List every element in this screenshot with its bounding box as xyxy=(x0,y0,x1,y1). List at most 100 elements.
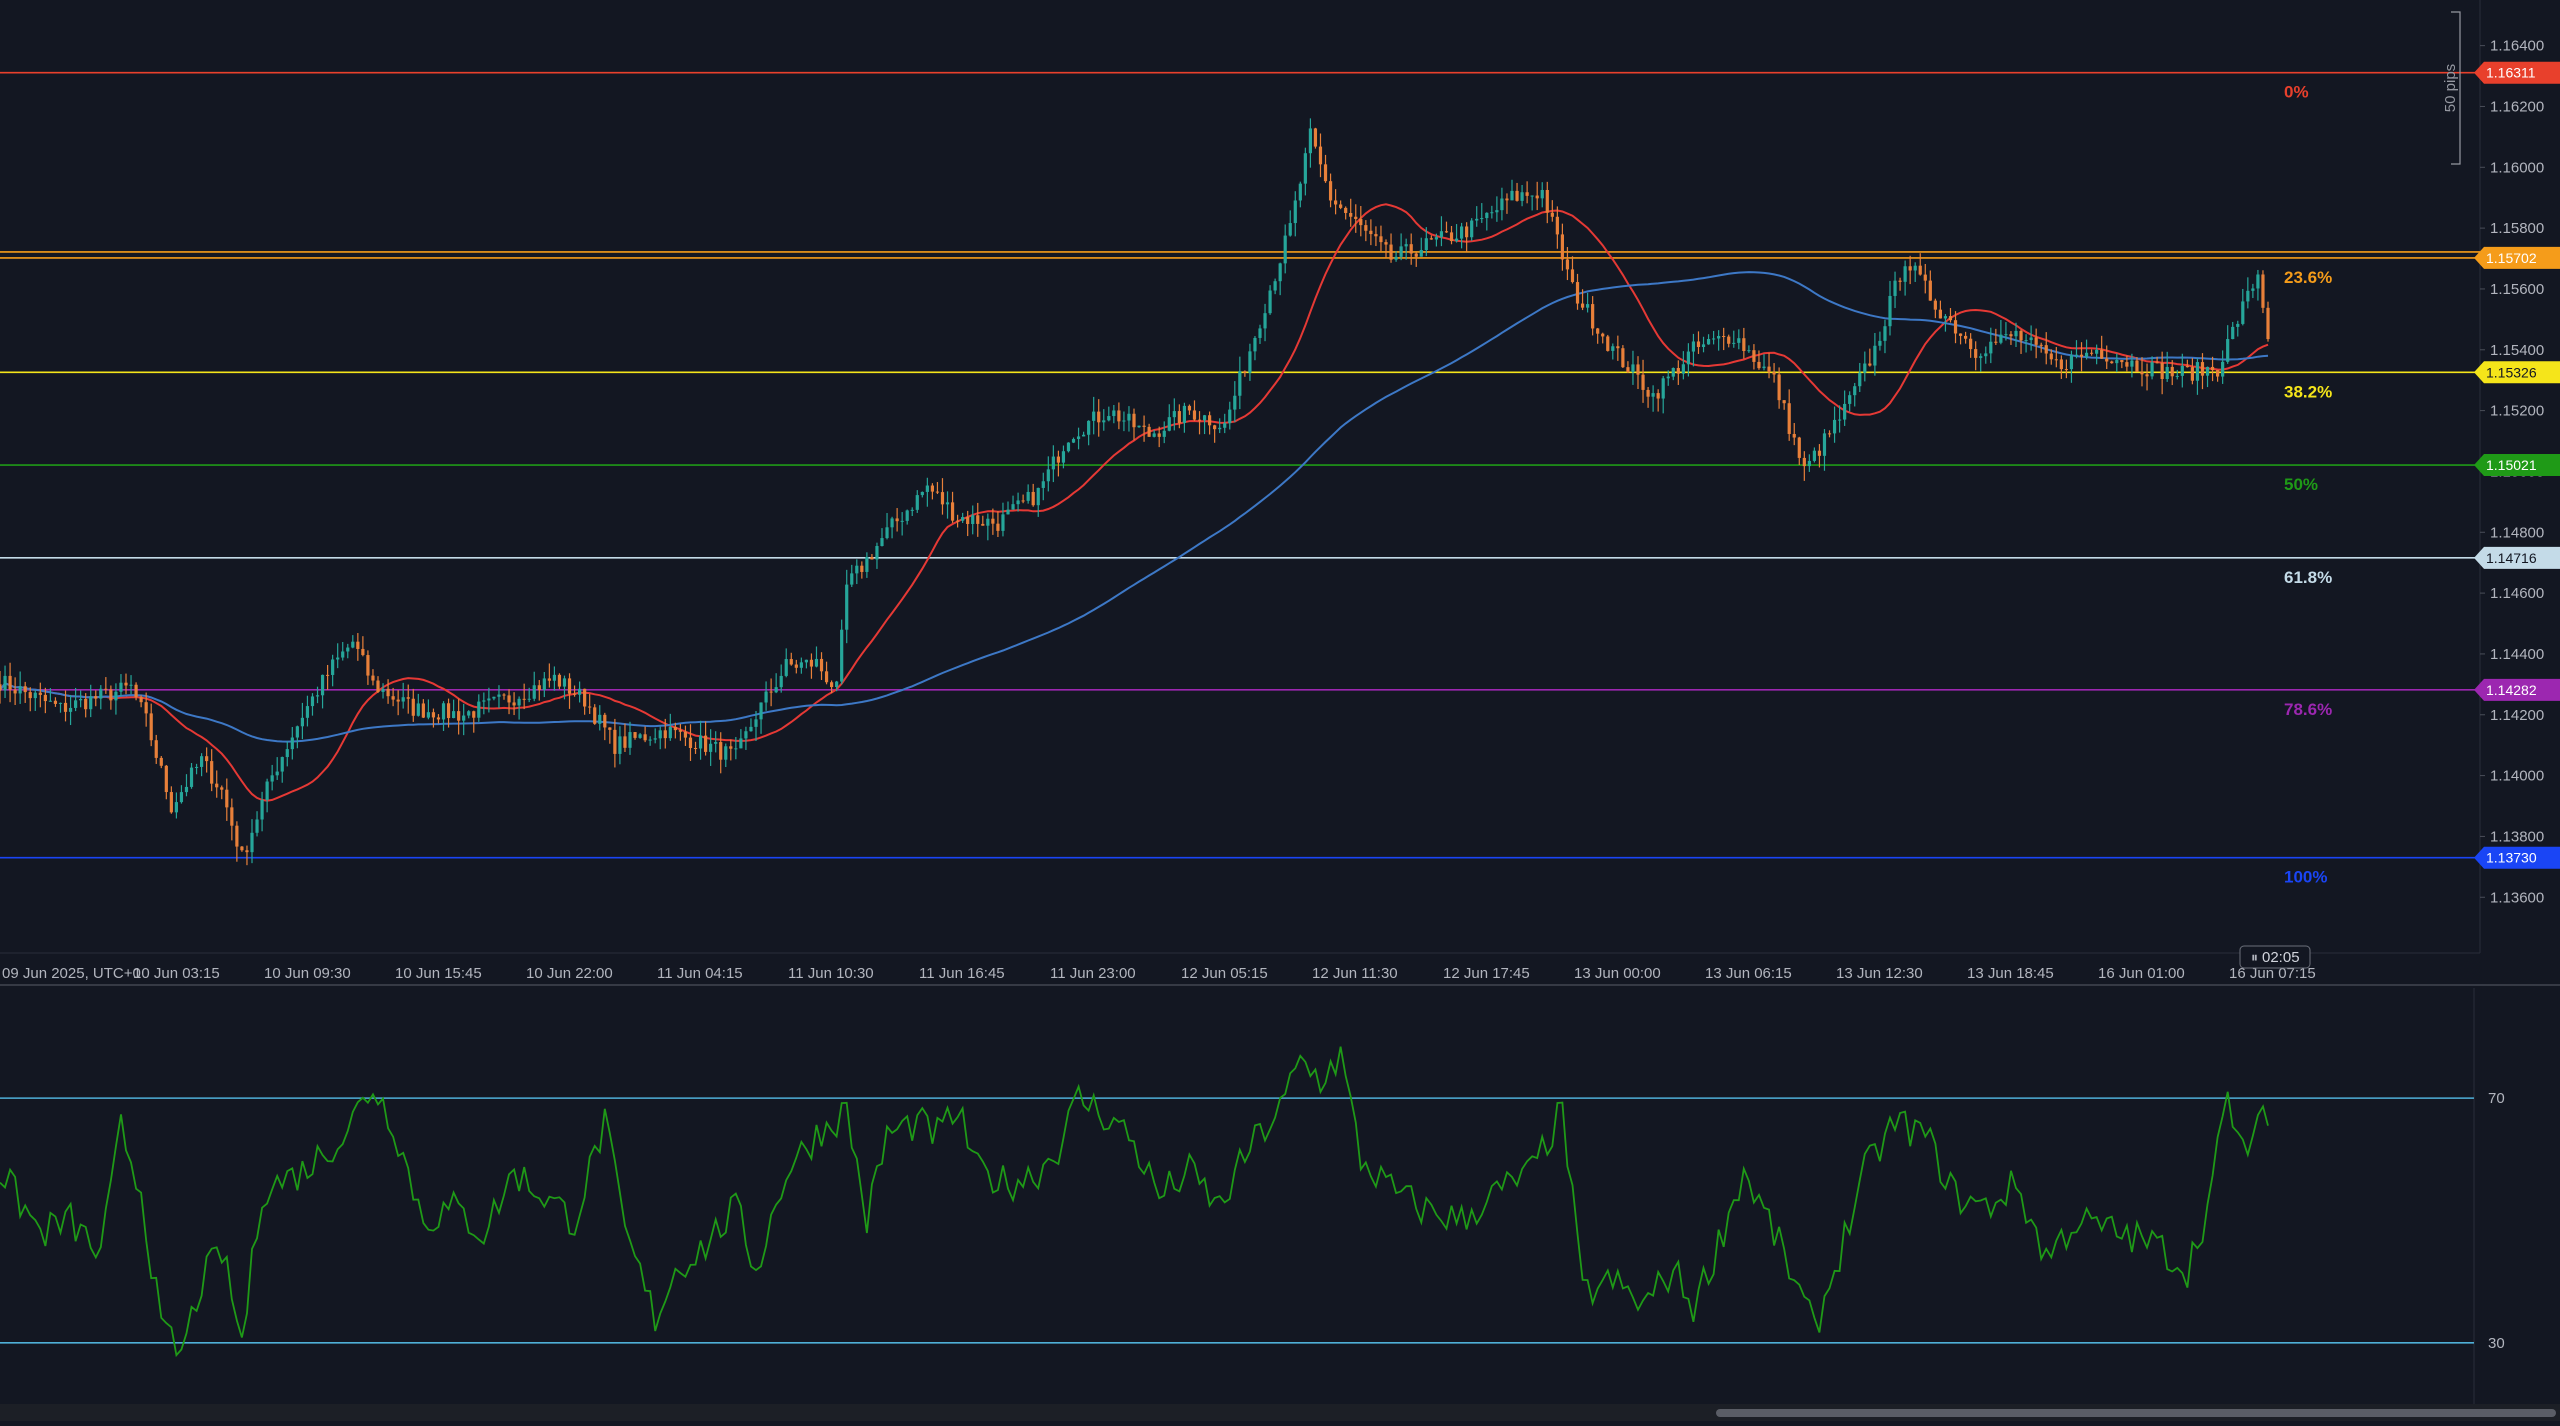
rsi-tick-label: 70 xyxy=(2488,1090,2505,1107)
candle-body xyxy=(240,846,244,851)
fib-price-tag-text: 1.15021 xyxy=(2486,457,2537,473)
candle-body xyxy=(1792,433,1796,438)
candle-body xyxy=(1621,348,1625,368)
candle-body xyxy=(1530,195,1534,197)
candle-body xyxy=(1868,363,1872,366)
candle-body xyxy=(144,702,148,714)
candle-body xyxy=(1218,427,1222,430)
candle-body xyxy=(1213,425,1217,430)
candle-body xyxy=(648,739,652,741)
candle-body xyxy=(1001,514,1005,531)
time-axis-label: 12 Jun 05:15 xyxy=(1181,965,1268,982)
candle-body xyxy=(1278,263,1282,282)
candle-body xyxy=(169,792,173,813)
candle-body xyxy=(608,727,612,730)
candle-body xyxy=(74,700,78,708)
candle-body xyxy=(1706,339,1711,345)
price-tick-label: 1.14800 xyxy=(2490,524,2544,541)
candle-body xyxy=(1127,413,1131,421)
candle-body xyxy=(2241,301,2245,324)
candle-body xyxy=(2130,360,2134,367)
candle-body xyxy=(688,737,693,749)
fib-price-tag-text: 1.13730 xyxy=(2486,850,2537,866)
candle-body xyxy=(270,775,274,782)
candle-body xyxy=(2115,360,2119,364)
scrollbar-thumb[interactable] xyxy=(1716,1409,2556,1417)
fib-price-tag-text: 1.15702 xyxy=(2486,250,2537,266)
candle-body xyxy=(1691,341,1696,352)
candle-body xyxy=(698,735,703,749)
candle-body xyxy=(1021,500,1025,502)
candle-body xyxy=(245,850,249,853)
candle-body xyxy=(265,781,269,800)
candle-body xyxy=(104,688,108,690)
candle-body xyxy=(174,802,178,813)
candle-body xyxy=(2110,361,2114,364)
time-axis-label: 10 Jun 22:00 xyxy=(526,965,613,982)
candle-body xyxy=(925,485,929,492)
candle-body xyxy=(1071,439,1076,443)
candle-body xyxy=(814,658,819,667)
price-axis[interactable]: 1.16400 1.16200 1.16000 1.15800 1.15600 1.154… xyxy=(2474,38,2560,907)
fib-price-tag-bg xyxy=(2474,361,2560,384)
candle-body xyxy=(638,734,642,738)
candle-body xyxy=(310,696,315,707)
candle-body xyxy=(1933,300,1937,310)
candle-body xyxy=(572,693,577,695)
candle-body xyxy=(396,699,400,702)
candle-body xyxy=(1757,361,1761,369)
candle-body xyxy=(1061,451,1066,463)
candle-body xyxy=(1656,393,1660,399)
candle-body xyxy=(885,527,889,539)
candle-body xyxy=(1046,469,1050,482)
candle-body xyxy=(2165,366,2169,380)
candle-body xyxy=(2095,349,2099,354)
candle-body xyxy=(870,556,874,560)
rsi-pane[interactable]: 70 30 xyxy=(0,1046,2505,1358)
fibonacci-retracement[interactable] xyxy=(0,71,2480,859)
candle-body xyxy=(411,698,415,716)
time-axis[interactable]: 09 Jun 2025, UTC+010 Jun 03:15 10 Jun 09:… xyxy=(2,965,2316,982)
candle-body xyxy=(2200,362,2205,376)
candle-body xyxy=(950,502,955,521)
candle-body xyxy=(704,735,708,752)
candle-body xyxy=(1565,259,1570,270)
candle-body xyxy=(1681,364,1685,374)
candle-body xyxy=(910,509,914,511)
candle-body xyxy=(341,651,345,658)
candle-body xyxy=(129,684,133,686)
price-tick-label: 1.14200 xyxy=(2490,707,2544,724)
candle-body xyxy=(1056,456,1060,463)
candle-body xyxy=(1187,405,1192,411)
candle-body xyxy=(99,688,103,699)
candle-body xyxy=(880,538,884,547)
candle-body xyxy=(1732,342,1736,344)
candle-body xyxy=(2009,334,2013,337)
candle-body xyxy=(1288,223,1292,236)
candle-body xyxy=(1293,200,1297,224)
candle-body xyxy=(2140,371,2144,375)
candle-body xyxy=(1686,351,1690,365)
candle-body xyxy=(1167,417,1171,431)
candle-body xyxy=(1268,290,1272,314)
candle-body xyxy=(1601,333,1605,337)
candle-body xyxy=(1606,336,1610,351)
fib-price-tag-text: 1.16311 xyxy=(2486,65,2536,81)
candle-body xyxy=(789,659,793,665)
candle-body xyxy=(68,707,73,712)
candle-body xyxy=(930,485,934,492)
candle-body xyxy=(739,738,743,749)
candle-body xyxy=(809,659,814,667)
candle-body xyxy=(1696,341,1701,348)
candle-body xyxy=(1041,481,1045,488)
fib-price-tag: 1.14282 xyxy=(2474,678,2560,701)
candle-body xyxy=(1923,274,1927,281)
candle-body xyxy=(915,495,919,510)
candle-body xyxy=(2221,361,2225,377)
candle-body xyxy=(1626,367,1630,373)
candle-body xyxy=(1404,244,1408,247)
candle-body xyxy=(1344,207,1348,214)
candle-body xyxy=(351,641,355,648)
